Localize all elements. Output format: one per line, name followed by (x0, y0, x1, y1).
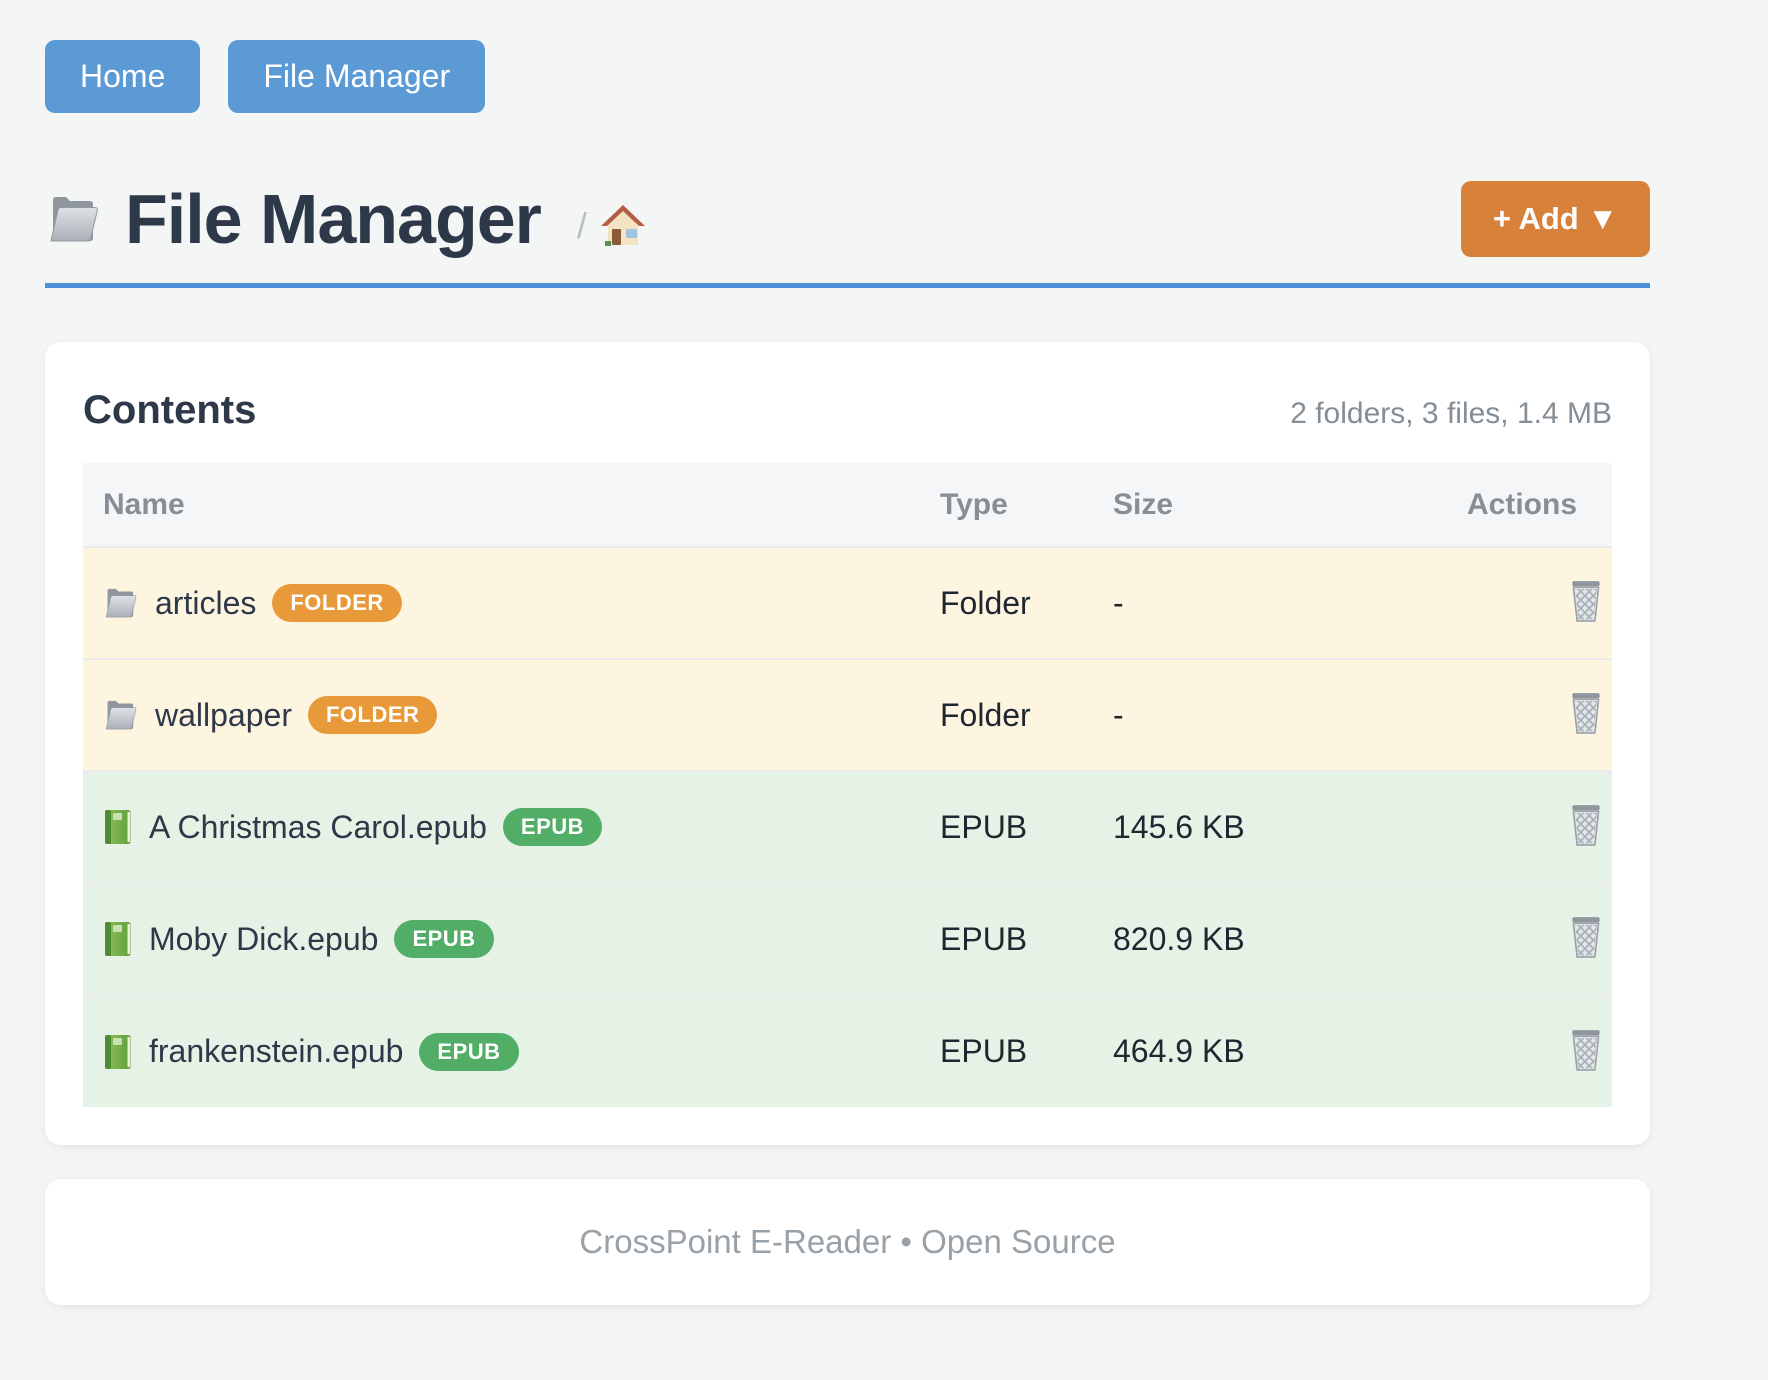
folder-icon (50, 196, 98, 242)
file-name[interactable]: Moby Dick.epub (149, 920, 379, 957)
contents-card: Contents 2 folders, 3 files, 1.4 MB Name… (45, 342, 1650, 1146)
file-type: EPUB (940, 995, 1113, 1108)
file-name[interactable]: frankenstein.epub (149, 1033, 404, 1070)
delete-button[interactable] (1563, 911, 1609, 963)
column-header-actions: Actions (1467, 463, 1612, 548)
file-name[interactable]: A Christmas Carol.epub (149, 808, 487, 845)
delete-button[interactable] (1563, 575, 1609, 627)
header-divider (45, 283, 1650, 289)
trash-icon (1571, 804, 1601, 846)
file-type: Folder (940, 547, 1113, 660)
contents-summary: 2 folders, 3 files, 1.4 MB (1290, 397, 1612, 431)
column-header-size: Size (1113, 463, 1467, 548)
table-row[interactable]: articles FOLDER Folder - (83, 547, 1612, 660)
table-row[interactable]: frankenstein.epub EPUB EPUB 464.9 KB (83, 995, 1612, 1108)
footer-card: CrossPoint E-Reader • Open Source (45, 1179, 1650, 1306)
file-type: Folder (940, 659, 1113, 772)
file-manager-page: Home File Manager File Manager / + Add ▼… (45, 40, 1650, 1306)
file-size: 820.9 KB (1113, 883, 1467, 996)
file-type: EPUB (940, 771, 1113, 884)
file-type-badge: EPUB (502, 808, 603, 847)
file-type: EPUB (940, 883, 1113, 996)
file-size: - (1113, 659, 1467, 772)
table-row[interactable]: Moby Dick.epub EPUB EPUB 820.9 KB (83, 883, 1612, 996)
trash-icon (1571, 580, 1601, 622)
book-icon (105, 922, 131, 957)
delete-button[interactable] (1563, 1024, 1609, 1076)
file-type-badge: FOLDER (272, 584, 402, 623)
trash-icon (1571, 916, 1601, 958)
folder-icon (105, 588, 137, 618)
page-header: File Manager / + Add ▼ (45, 179, 1650, 259)
file-type-badge: EPUB (419, 1032, 519, 1071)
folder-icon (105, 700, 137, 730)
footer-text: CrossPoint E-Reader • Open Source (579, 1223, 1116, 1261)
delete-button[interactable] (1563, 799, 1609, 851)
breadcrumb-separator: / (576, 205, 587, 247)
file-name[interactable]: articles (155, 584, 257, 621)
table-row[interactable]: A Christmas Carol.epub EPUB EPUB 145.6 K… (83, 771, 1612, 884)
delete-button[interactable] (1563, 687, 1609, 739)
column-header-type: Type (940, 463, 1113, 548)
table-row[interactable]: wallpaper FOLDER Folder - (83, 659, 1612, 772)
page-title: File Manager (125, 180, 542, 259)
file-type-badge: FOLDER (307, 696, 438, 735)
home-button[interactable]: Home (45, 40, 201, 114)
file-type-badge: EPUB (394, 920, 494, 959)
table-header-row: Name Type Size Actions (83, 463, 1612, 548)
add-button[interactable]: + Add ▼ (1460, 181, 1650, 258)
contents-header: Contents 2 folders, 3 files, 1.4 MB (83, 388, 1612, 433)
book-icon (105, 810, 131, 845)
file-size: 145.6 KB (1113, 771, 1467, 884)
file-manager-button[interactable]: File Manager (228, 40, 486, 114)
file-name[interactable]: wallpaper (155, 696, 292, 733)
file-table: Name Type Size Actions articles FOLDER F… (83, 463, 1612, 1108)
top-nav: Home File Manager (45, 40, 1650, 114)
trash-icon (1571, 1028, 1601, 1071)
file-size: - (1113, 547, 1467, 660)
house-icon[interactable] (600, 203, 645, 247)
trash-icon (1571, 692, 1601, 734)
column-header-name: Name (83, 463, 940, 548)
contents-heading: Contents (83, 388, 257, 433)
book-icon (105, 1034, 131, 1069)
file-size: 464.9 KB (1113, 995, 1467, 1108)
